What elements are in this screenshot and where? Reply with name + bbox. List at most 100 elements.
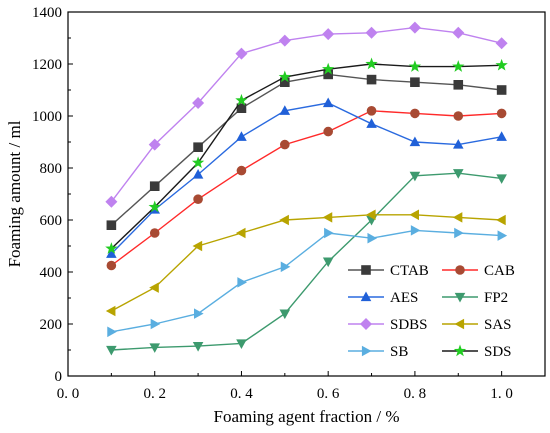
series-sdbs	[105, 21, 508, 208]
series-sb	[107, 225, 508, 338]
series-ctab	[106, 69, 507, 230]
data-point	[366, 209, 376, 221]
legend-item-sds: SDS	[442, 344, 512, 360]
data-point	[193, 142, 203, 152]
data-point	[278, 70, 291, 83]
y-tick-label: 800	[40, 161, 63, 177]
legend-item-sdbs: SDBS	[348, 317, 428, 333]
data-point	[323, 126, 333, 137]
data-point	[105, 305, 116, 317]
data-point	[408, 21, 421, 34]
series-sds	[105, 57, 508, 254]
y-tick-label: 1400	[32, 5, 62, 21]
legend-item-fp2: FP2	[442, 290, 508, 306]
x-axis-title: Foaming agent fraction / %	[213, 407, 399, 426]
y-tick-label: 400	[40, 265, 63, 281]
x-tick-label: 0. 8	[404, 386, 427, 402]
data-point	[192, 168, 204, 179]
data-point	[280, 261, 291, 273]
data-point	[106, 248, 117, 258]
data-point	[453, 80, 464, 90]
data-point	[148, 138, 161, 151]
data-point	[496, 85, 507, 95]
data-point	[149, 282, 159, 293]
legend-label: SDS	[484, 344, 512, 360]
legend-item-aes: AES	[348, 290, 418, 306]
data-point	[149, 181, 160, 191]
legend-marker	[454, 318, 465, 330]
data-point	[148, 200, 161, 213]
legend-label: AES	[390, 290, 418, 306]
x-tick-label: 0. 0	[57, 386, 80, 402]
data-point	[452, 169, 464, 179]
legend-label: SDBS	[390, 317, 428, 333]
data-point	[105, 195, 118, 208]
y-tick-label: 200	[40, 317, 63, 333]
y-tick-label: 1000	[32, 109, 62, 125]
data-point	[495, 58, 508, 71]
legend-marker	[360, 291, 372, 302]
data-point	[322, 62, 335, 75]
series-line-sds	[110, 63, 502, 250]
legend-label: CTAB	[390, 263, 429, 279]
data-point	[496, 174, 507, 184]
data-point	[235, 47, 248, 60]
y-tick-label: 0	[55, 369, 63, 385]
series-line-aes	[110, 102, 502, 255]
data-point	[149, 228, 160, 238]
legend-marker	[454, 292, 466, 303]
data-point	[236, 339, 247, 350]
data-point	[322, 257, 334, 268]
data-point	[453, 111, 464, 121]
data-point	[193, 194, 203, 204]
data-point	[191, 156, 205, 169]
x-tick-label: 0. 2	[143, 386, 166, 402]
data-point	[366, 106, 377, 116]
data-point	[237, 277, 247, 288]
data-point	[452, 139, 464, 149]
data-point	[410, 77, 420, 87]
x-tick-label: 0. 4	[230, 386, 253, 402]
data-point	[365, 57, 378, 70]
axes: 0. 0 0. 2 0. 4 0. 6 0. 8 1. 0 0 200 400 600 800 100…	[32, 5, 546, 402]
data-point	[236, 165, 247, 176]
legend-marker	[361, 345, 372, 357]
series-fp2	[106, 169, 507, 356]
data-point	[322, 97, 334, 108]
data-point	[497, 230, 508, 241]
data-point	[410, 108, 420, 119]
legend-label: CAB	[484, 263, 515, 279]
data-point	[454, 227, 464, 239]
series-line-sb	[111, 229, 502, 333]
y-axis-title: Foaming amount / ml	[5, 120, 24, 267]
y-tick-label: 1200	[32, 57, 62, 73]
legend-item-ctab: CTAB	[348, 263, 429, 279]
data-point	[192, 240, 203, 252]
data-point	[410, 225, 421, 236]
series-line-sas	[111, 214, 502, 312]
data-point	[280, 139, 290, 150]
data-point	[409, 136, 421, 147]
legend-item-sas: SAS	[442, 317, 512, 333]
legend-label: FP2	[484, 290, 508, 306]
data-point	[408, 60, 422, 72]
series-layer	[105, 21, 508, 356]
data-point	[150, 318, 161, 330]
legend-marker	[455, 265, 465, 275]
data-point	[194, 308, 204, 319]
data-point	[365, 26, 378, 39]
data-point	[452, 60, 465, 72]
data-point	[452, 212, 463, 223]
data-point	[192, 342, 204, 352]
series-line-fp2	[111, 172, 502, 351]
data-point	[105, 242, 118, 254]
data-point	[236, 131, 247, 141]
data-point	[366, 118, 377, 128]
x-tick-label: 1. 0	[490, 386, 513, 402]
legend-marker	[360, 318, 372, 330]
series-aes	[106, 97, 507, 258]
legend-label: SB	[390, 344, 408, 360]
data-point	[496, 108, 507, 119]
series-line-sdbs	[110, 26, 502, 203]
